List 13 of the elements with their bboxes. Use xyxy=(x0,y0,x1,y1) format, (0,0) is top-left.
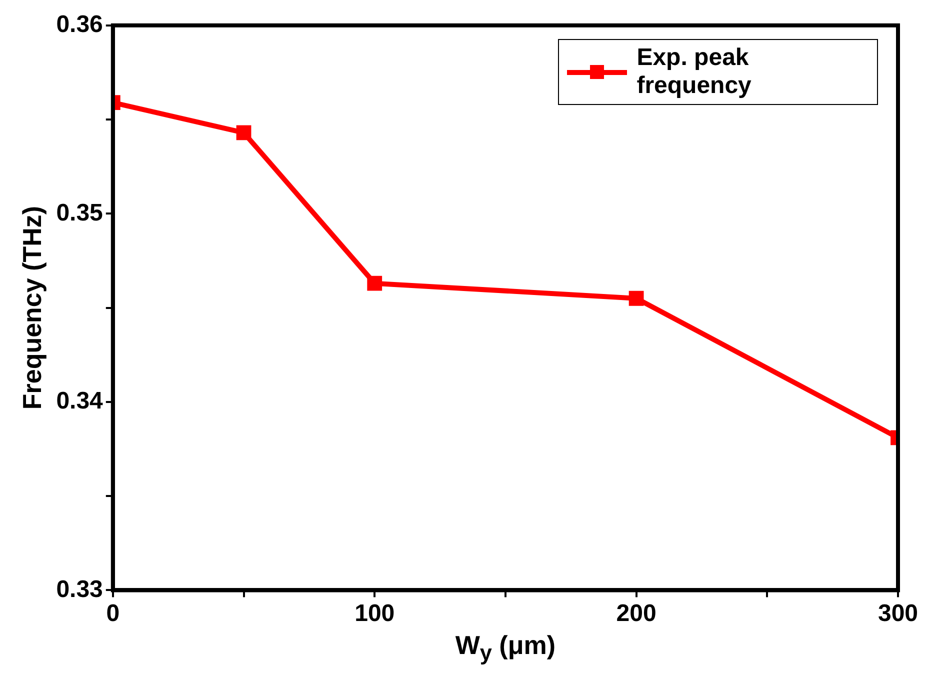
x-tick-label: 100 xyxy=(354,600,395,628)
y-tick-label: 0.35 xyxy=(56,199,103,226)
point xyxy=(236,125,252,140)
y-tick-label: 0.33 xyxy=(56,576,103,603)
y-tick-label: 0.34 xyxy=(56,388,104,415)
x-tick-label: 200 xyxy=(616,600,656,628)
x-tick-label: 300 xyxy=(878,600,918,628)
point xyxy=(367,276,382,291)
legend-label: Exp. peak frequency xyxy=(636,44,752,100)
y-tick-label: 0.36 xyxy=(56,11,103,38)
x-axis-title: W$_{y}$ (μm) xyxy=(454,630,557,666)
x-tick-label: 0 xyxy=(106,600,120,628)
y-axis-title: Frequency (THz) xyxy=(16,206,47,410)
